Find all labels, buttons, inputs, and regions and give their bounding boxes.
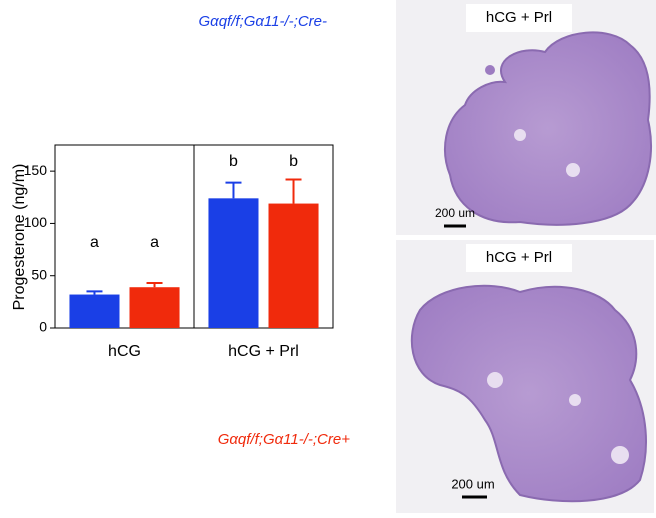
panel-label: hCG + Prl: [486, 249, 552, 266]
bar: [208, 198, 259, 328]
bar: [129, 287, 180, 328]
bar: [69, 294, 120, 328]
histology-panel: hCG + Prl 200 um: [396, 240, 654, 513]
follicle: [569, 394, 581, 406]
panel-label: hCG + Prl: [486, 9, 552, 26]
tissue: [444, 31, 652, 226]
follicle: [485, 65, 495, 75]
significance-label: a: [90, 234, 99, 251]
y-tick-label: 50: [31, 266, 47, 282]
follicle: [611, 446, 629, 464]
y-tick-label: 150: [24, 162, 48, 178]
legend-entry: Gαqf/f;Gα11-/-;Cre-: [198, 13, 327, 30]
significance-label: b: [289, 153, 298, 170]
significance-label: a: [150, 234, 159, 251]
label-box: [466, 4, 572, 32]
bar: [268, 203, 319, 328]
x-tick-label: hCG + Prl: [228, 343, 299, 360]
follicle: [514, 129, 526, 141]
x-tick-label: hCG: [108, 343, 141, 360]
follicle: [487, 372, 503, 388]
tissue: [410, 284, 647, 503]
legend-entry: Gαqf/f;Gα11-/-;Cre+: [218, 431, 351, 448]
significance-label: b: [229, 153, 238, 170]
y-axis-label: Progesterone (ng/m): [11, 164, 28, 311]
scale-label: 200 um: [451, 476, 494, 491]
histology-panel: hCG + Prl 200 um: [396, 0, 656, 235]
y-tick-label: 0: [39, 319, 47, 335]
y-tick-label: 100: [24, 214, 48, 230]
follicle: [566, 163, 580, 177]
label-box: [466, 244, 572, 272]
scale-label: 200 um: [435, 206, 475, 220]
